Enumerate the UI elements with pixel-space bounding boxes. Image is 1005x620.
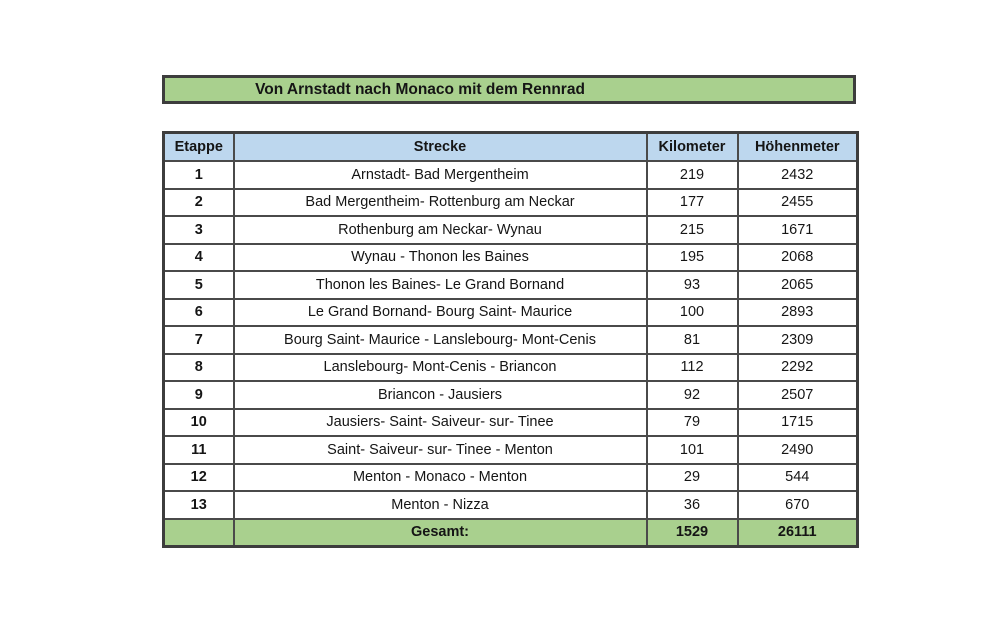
kilometer-cell: 101 (645, 435, 739, 465)
total-hoehenmeter-value: 26111 (736, 517, 859, 548)
hoehenmeter-cell: 1715 (736, 407, 859, 437)
route-cell: Lanslebourg- Mont-Cenis - Briancon (232, 352, 648, 382)
stage-number-cell: 10 (162, 407, 235, 437)
stage-number-cell: 1 (162, 160, 235, 190)
table-row: 13 Menton - Nizza 36 670 (162, 490, 859, 520)
kilometer-cell: 100 (645, 297, 739, 327)
route-cell: Le Grand Bornand- Bourg Saint- Maurice (232, 297, 648, 327)
stage-number-cell: 6 (162, 297, 235, 327)
stages-table: Etappe Strecke Kilometer Höhenmeter 1 Ar… (162, 131, 859, 548)
title-bar: Von Arnstadt nach Monaco mit dem Rennrad (162, 75, 856, 104)
table-row: 12 Menton - Monaco - Menton 29 544 (162, 462, 859, 492)
kilometer-cell: 81 (645, 325, 739, 355)
total-kilometer-value: 1529 (645, 517, 739, 548)
hoehenmeter-cell: 2507 (736, 380, 859, 410)
hoehenmeter-cell: 544 (736, 462, 859, 492)
kilometer-cell: 93 (645, 270, 739, 300)
stage-number-cell: 2 (162, 187, 235, 217)
column-header-hoehenmeter: Höhenmeter (736, 131, 859, 162)
kilometer-cell: 195 (645, 242, 739, 272)
kilometer-cell: 219 (645, 160, 739, 190)
stage-number-cell: 9 (162, 380, 235, 410)
kilometer-cell: 177 (645, 187, 739, 217)
total-label: Gesamt: (232, 517, 648, 548)
kilometer-cell: 36 (645, 490, 739, 520)
stage-number-cell: 3 (162, 215, 235, 245)
table-row: 8 Lanslebourg- Mont-Cenis - Briancon 112… (162, 352, 859, 382)
route-cell: Bourg Saint- Maurice - Lanslebourg- Mont… (232, 325, 648, 355)
hoehenmeter-cell: 2068 (736, 242, 859, 272)
hoehenmeter-cell: 2065 (736, 270, 859, 300)
hoehenmeter-cell: 2455 (736, 187, 859, 217)
route-cell: Menton - Monaco - Menton (232, 462, 648, 492)
page-title: Von Arnstadt nach Monaco mit dem Rennrad (255, 81, 585, 98)
route-cell: Jausiers- Saint- Saiveur- sur- Tinee (232, 407, 648, 437)
stage-number-cell: 11 (162, 435, 235, 465)
stage-number-cell: 12 (162, 462, 235, 492)
hoehenmeter-cell: 2432 (736, 160, 859, 190)
route-cell: Bad Mergentheim- Rottenburg am Neckar (232, 187, 648, 217)
kilometer-cell: 29 (645, 462, 739, 492)
stage-number-cell: 7 (162, 325, 235, 355)
route-cell: Arnstadt- Bad Mergentheim (232, 160, 648, 190)
table-row: 2 Bad Mergentheim- Rottenburg am Neckar … (162, 187, 859, 217)
total-etappe-cell (162, 517, 235, 548)
stage-number-cell: 13 (162, 490, 235, 520)
route-cell: Briancon - Jausiers (232, 380, 648, 410)
table-row: 4 Wynau - Thonon les Baines 195 2068 (162, 242, 859, 272)
kilometer-cell: 92 (645, 380, 739, 410)
hoehenmeter-cell: 2309 (736, 325, 859, 355)
table-row: 7 Bourg Saint- Maurice - Lanslebourg- Mo… (162, 325, 859, 355)
table-row: 10 Jausiers- Saint- Saiveur- sur- Tinee … (162, 407, 859, 437)
table-row: 9 Briancon - Jausiers 92 2507 (162, 380, 859, 410)
kilometer-cell: 79 (645, 407, 739, 437)
column-header-etappe: Etappe (162, 131, 235, 162)
hoehenmeter-cell: 670 (736, 490, 859, 520)
total-row: Gesamt: 1529 26111 (162, 517, 859, 548)
hoehenmeter-cell: 1671 (736, 215, 859, 245)
kilometer-cell: 215 (645, 215, 739, 245)
hoehenmeter-cell: 2292 (736, 352, 859, 382)
table-row: 1 Arnstadt- Bad Mergentheim 219 2432 (162, 160, 859, 190)
column-header-strecke: Strecke (232, 131, 648, 162)
table-row: 3 Rothenburg am Neckar- Wynau 215 1671 (162, 215, 859, 245)
hoehenmeter-cell: 2893 (736, 297, 859, 327)
route-cell: Menton - Nizza (232, 490, 648, 520)
table-row: 6 Le Grand Bornand- Bourg Saint- Maurice… (162, 297, 859, 327)
header-row: Etappe Strecke Kilometer Höhenmeter (162, 131, 859, 162)
stage-number-cell: 5 (162, 270, 235, 300)
route-cell: Thonon les Baines- Le Grand Bornand (232, 270, 648, 300)
table-row: 5 Thonon les Baines- Le Grand Bornand 93… (162, 270, 859, 300)
column-header-kilometer: Kilometer (645, 131, 739, 162)
route-cell: Wynau - Thonon les Baines (232, 242, 648, 272)
kilometer-cell: 112 (645, 352, 739, 382)
stage-number-cell: 8 (162, 352, 235, 382)
stage-number-cell: 4 (162, 242, 235, 272)
route-cell: Rothenburg am Neckar- Wynau (232, 215, 648, 245)
hoehenmeter-cell: 2490 (736, 435, 859, 465)
route-cell: Saint- Saiveur- sur- Tinee - Menton (232, 435, 648, 465)
table-row: 11 Saint- Saiveur- sur- Tinee - Menton 1… (162, 435, 859, 465)
